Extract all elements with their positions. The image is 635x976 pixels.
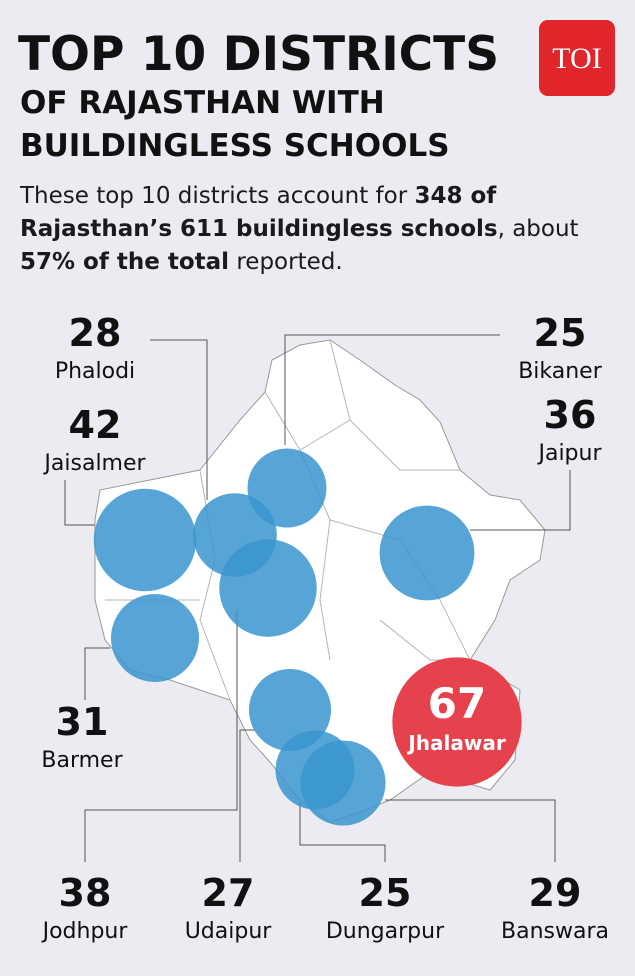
logo-box [539, 20, 615, 96]
intro-text: 57% of the total [20, 249, 230, 275]
leader-lines [64, 334, 571, 862]
district-name: Phalodi [55, 359, 135, 384]
highlight-bubble [392, 657, 522, 787]
subtitle: OF RAJASTHAN WITH [20, 85, 385, 121]
district-name: Bikaner [518, 359, 603, 384]
district-value: 25 [359, 871, 412, 915]
labels: 28 Phalodi 42 Jaisalmer 25 Bikaner 36 Jaipur 31 B… [41, 311, 609, 944]
district-value: 42 [69, 403, 122, 447]
subtitle: BUILDINGLESS SCHOOLS [20, 128, 450, 164]
district-name: Jhalawar [406, 731, 506, 755]
district-value: 38 [59, 871, 112, 915]
bubbles [93, 448, 522, 826]
district-value: 29 [529, 871, 582, 915]
district-value: 36 [544, 393, 597, 437]
bubble [111, 594, 199, 682]
district-name: Jaipur [536, 441, 602, 466]
district-name: Jaisalmer [42, 451, 146, 476]
intro-text: These top 10 districts account for [20, 183, 415, 209]
logo: TOI [552, 42, 601, 75]
district-name: Barmer [41, 748, 123, 773]
bubble [219, 539, 317, 637]
district-value: 31 [56, 700, 109, 744]
district-name: Banswara [501, 919, 609, 944]
district-value: 28 [69, 311, 122, 355]
title: TOP 10 DISTRICTS [18, 27, 499, 82]
intro: These top 10 districts account for 348 o… [20, 180, 590, 279]
bubble [93, 488, 197, 592]
intro-text: 348 of Rajasthan’s 611 buildingless scho… [20, 183, 505, 242]
district-name: Jodhpur [41, 919, 129, 944]
intro-text: reported. [229, 249, 343, 275]
bubble [247, 448, 327, 528]
bubble [379, 505, 475, 601]
bubble [300, 740, 386, 826]
district-name: Dungarpur [326, 919, 445, 944]
bubble [248, 668, 332, 752]
intro-text: , about [497, 216, 586, 242]
district-value: 67 [428, 679, 486, 728]
district-value: 25 [534, 311, 587, 355]
district-name: Udaipur [185, 919, 273, 944]
district-value: 27 [202, 871, 255, 915]
